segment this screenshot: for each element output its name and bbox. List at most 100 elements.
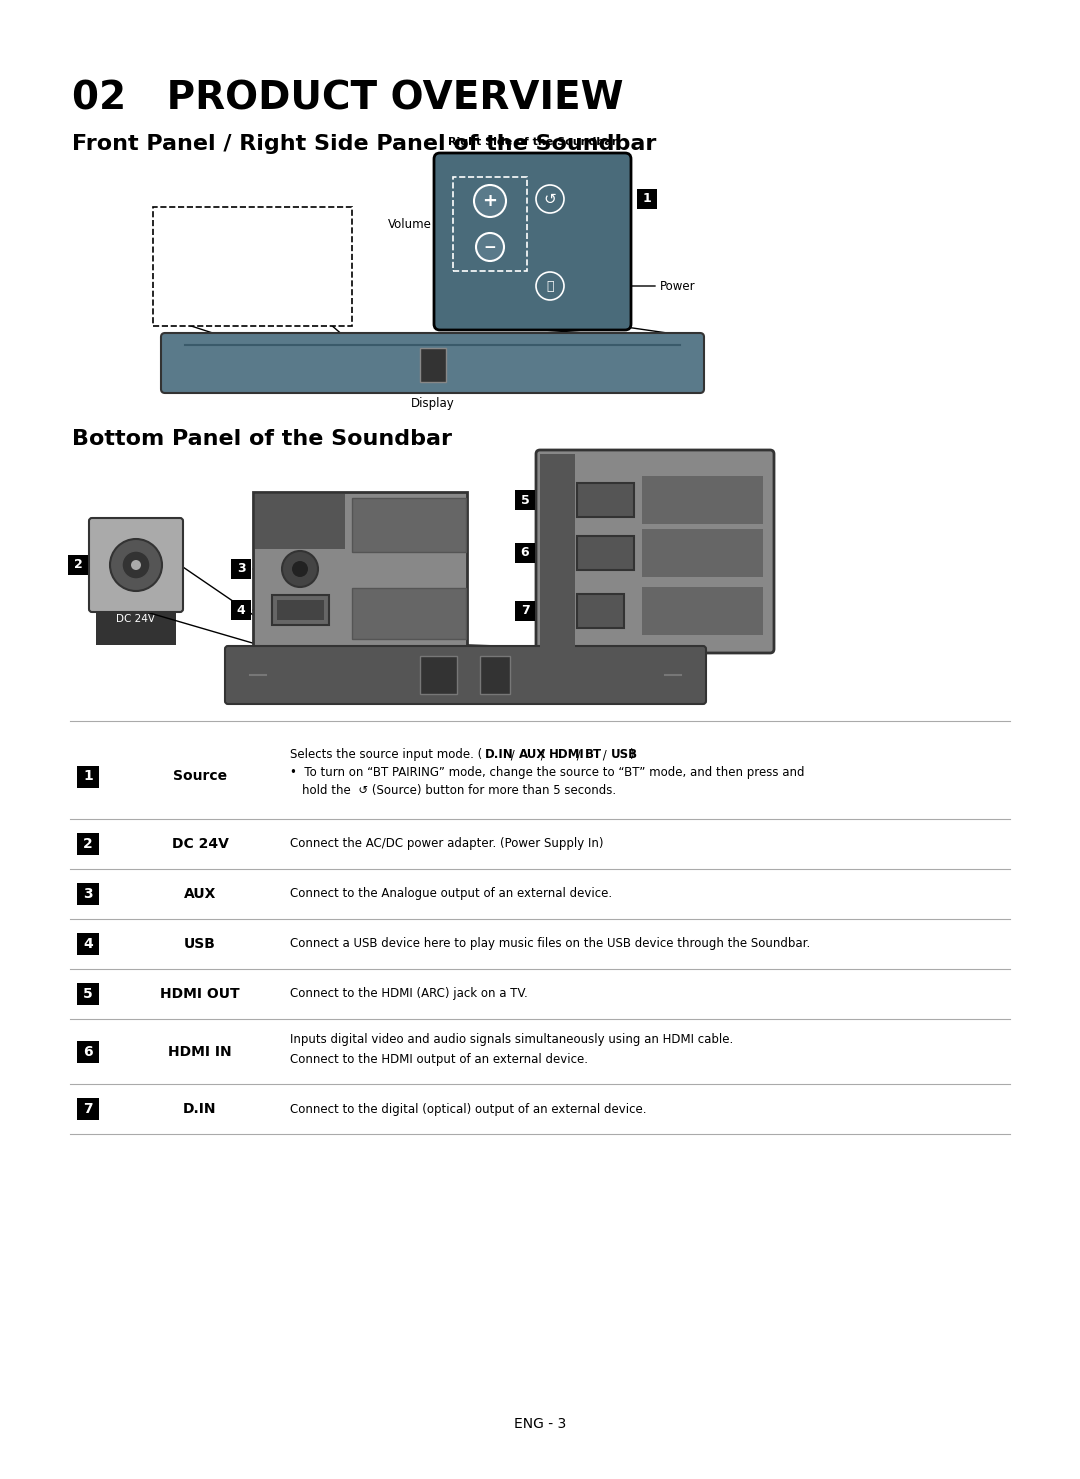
Text: Connect to the HDMI (ARC) jack on a TV.: Connect to the HDMI (ARC) jack on a TV. bbox=[291, 988, 528, 1000]
Text: 5: 5 bbox=[83, 986, 93, 1001]
Text: 7: 7 bbox=[83, 1102, 93, 1117]
Text: 5: 5 bbox=[521, 494, 529, 506]
Text: USB (5V 0.5A): USB (5V 0.5A) bbox=[368, 605, 462, 618]
FancyBboxPatch shape bbox=[77, 1097, 99, 1120]
Text: hold the  ↺ (Source) button for more than 5 seconds.: hold the ↺ (Source) button for more than… bbox=[302, 784, 616, 797]
Text: DC 24V: DC 24V bbox=[172, 837, 229, 850]
FancyBboxPatch shape bbox=[153, 207, 352, 325]
FancyBboxPatch shape bbox=[642, 587, 762, 634]
Text: /: / bbox=[599, 748, 610, 762]
FancyBboxPatch shape bbox=[77, 1041, 99, 1062]
FancyBboxPatch shape bbox=[272, 595, 329, 626]
Circle shape bbox=[110, 538, 162, 592]
Text: /: / bbox=[573, 748, 584, 762]
Text: ↺: ↺ bbox=[543, 191, 556, 207]
Text: 4: 4 bbox=[83, 938, 93, 951]
FancyBboxPatch shape bbox=[434, 152, 631, 330]
Text: 1: 1 bbox=[643, 192, 651, 206]
Text: 2: 2 bbox=[73, 559, 82, 571]
Text: Connect to the HDMI output of an external device.: Connect to the HDMI output of an externa… bbox=[291, 1053, 588, 1066]
Text: D.IN: D.IN bbox=[485, 748, 514, 762]
Text: 1: 1 bbox=[83, 769, 93, 784]
Text: USB: USB bbox=[184, 938, 216, 951]
Text: Inputs digital video and audio signals simultaneously using an HDMI cable.: Inputs digital video and audio signals s… bbox=[291, 1032, 733, 1046]
Text: /: / bbox=[537, 748, 549, 762]
FancyBboxPatch shape bbox=[352, 498, 465, 552]
FancyBboxPatch shape bbox=[255, 494, 345, 549]
FancyBboxPatch shape bbox=[577, 535, 634, 569]
Text: AUX: AUX bbox=[519, 748, 546, 762]
FancyBboxPatch shape bbox=[637, 189, 657, 209]
FancyBboxPatch shape bbox=[515, 490, 535, 510]
FancyBboxPatch shape bbox=[642, 529, 762, 577]
FancyBboxPatch shape bbox=[419, 348, 446, 382]
Text: AUX: AUX bbox=[184, 887, 216, 901]
Circle shape bbox=[476, 234, 504, 260]
FancyBboxPatch shape bbox=[515, 543, 535, 563]
Text: ENG - 3: ENG - 3 bbox=[514, 1417, 566, 1432]
FancyBboxPatch shape bbox=[225, 646, 706, 704]
Text: Selects the source input mode. (: Selects the source input mode. ( bbox=[291, 748, 483, 762]
Text: 6: 6 bbox=[83, 1044, 93, 1059]
FancyBboxPatch shape bbox=[89, 518, 183, 612]
FancyBboxPatch shape bbox=[253, 493, 467, 646]
Circle shape bbox=[122, 552, 150, 578]
Text: Display: Display bbox=[410, 396, 455, 410]
FancyBboxPatch shape bbox=[231, 600, 251, 620]
Text: HDMI IN: HDMI IN bbox=[691, 549, 739, 558]
Text: Connect a USB device here to play music files on the USB device through the Soun: Connect a USB device here to play music … bbox=[291, 938, 810, 951]
FancyBboxPatch shape bbox=[77, 933, 99, 955]
Text: HDMI OUT
(TV-ARC): HDMI OUT (TV-ARC) bbox=[685, 488, 745, 512]
FancyBboxPatch shape bbox=[231, 559, 251, 578]
Circle shape bbox=[474, 185, 507, 217]
FancyBboxPatch shape bbox=[68, 555, 87, 575]
Text: 2: 2 bbox=[83, 837, 93, 850]
Text: USB: USB bbox=[611, 748, 638, 762]
Text: 3: 3 bbox=[83, 887, 93, 901]
Text: BT: BT bbox=[585, 748, 603, 762]
Text: ): ) bbox=[629, 748, 634, 762]
Text: Position the product so
that the SAMSUNG logo
is located on the top.: Position the product so that the SAMSUNG… bbox=[183, 223, 322, 275]
FancyBboxPatch shape bbox=[577, 595, 624, 629]
Text: Connect to the Analogue output of an external device.: Connect to the Analogue output of an ext… bbox=[291, 887, 612, 901]
Text: +: + bbox=[483, 192, 498, 210]
Text: SAMSUNG: SAMSUNG bbox=[195, 358, 230, 364]
Text: /: / bbox=[507, 748, 518, 762]
Text: −: − bbox=[484, 240, 497, 254]
Text: 4: 4 bbox=[237, 603, 245, 617]
Text: D.IN: D.IN bbox=[184, 1102, 217, 1117]
FancyBboxPatch shape bbox=[577, 484, 634, 518]
Text: Connect to the digital (optical) output of an external device.: Connect to the digital (optical) output … bbox=[291, 1102, 647, 1115]
Text: Right Side of the Soundbar: Right Side of the Soundbar bbox=[448, 138, 617, 146]
Circle shape bbox=[282, 552, 318, 587]
Circle shape bbox=[292, 561, 308, 577]
FancyBboxPatch shape bbox=[515, 600, 535, 621]
Bar bbox=[540, 454, 575, 649]
Circle shape bbox=[536, 185, 564, 213]
Text: Connect the AC/DC power adapter. (Power Supply In): Connect the AC/DC power adapter. (Power … bbox=[291, 837, 604, 850]
FancyBboxPatch shape bbox=[352, 589, 465, 639]
Text: 7: 7 bbox=[521, 605, 529, 618]
FancyBboxPatch shape bbox=[77, 833, 99, 855]
Text: Source: Source bbox=[173, 769, 227, 784]
FancyBboxPatch shape bbox=[77, 883, 99, 905]
FancyBboxPatch shape bbox=[419, 657, 457, 694]
Text: AUX IN: AUX IN bbox=[391, 518, 440, 531]
Text: 6: 6 bbox=[521, 547, 529, 559]
Text: ⏻: ⏻ bbox=[546, 280, 554, 293]
FancyBboxPatch shape bbox=[642, 476, 762, 524]
FancyBboxPatch shape bbox=[536, 450, 774, 654]
Text: HDMI IN: HDMI IN bbox=[168, 1044, 232, 1059]
Text: Bottom Panel of the Soundbar: Bottom Panel of the Soundbar bbox=[72, 429, 453, 450]
Text: •  To turn on “BT PAIRING” mode, change the source to “BT” mode, and then press : • To turn on “BT PAIRING” mode, change t… bbox=[291, 766, 805, 779]
Text: DC 24V: DC 24V bbox=[117, 614, 156, 624]
Text: 02   PRODUCT OVERVIEW: 02 PRODUCT OVERVIEW bbox=[72, 78, 623, 117]
FancyBboxPatch shape bbox=[161, 333, 704, 393]
FancyBboxPatch shape bbox=[276, 600, 324, 620]
FancyBboxPatch shape bbox=[480, 657, 510, 694]
Circle shape bbox=[536, 272, 564, 300]
Text: HDMI: HDMI bbox=[549, 748, 584, 762]
Text: Front Panel / Right Side Panel of the Soundbar: Front Panel / Right Side Panel of the So… bbox=[72, 135, 657, 154]
FancyBboxPatch shape bbox=[77, 984, 99, 1006]
Text: Power: Power bbox=[660, 280, 696, 293]
